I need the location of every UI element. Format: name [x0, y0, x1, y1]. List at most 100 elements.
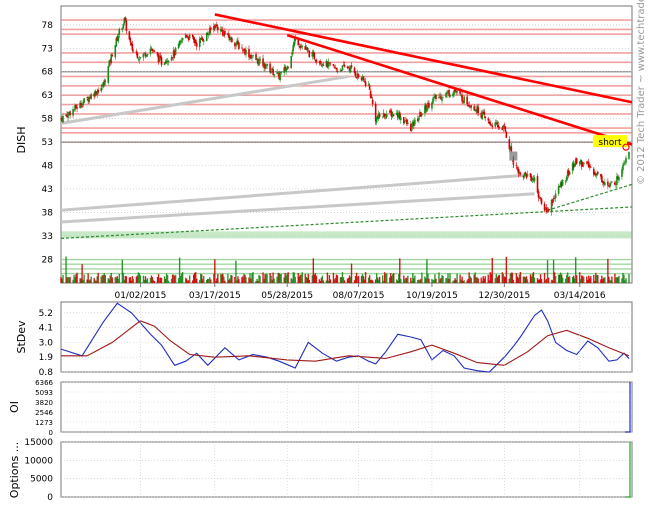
candle-body — [522, 175, 525, 178]
volume-bar — [294, 276, 296, 283]
volume-bar — [537, 279, 540, 283]
volume-bar — [452, 280, 454, 283]
candle-body — [403, 117, 405, 124]
candle-body — [215, 24, 217, 27]
volume-bar — [135, 276, 138, 283]
candle-body — [67, 112, 69, 118]
volume-bar — [158, 278, 161, 283]
candle-body — [383, 113, 386, 117]
candle-body — [107, 66, 110, 83]
candle-body — [433, 96, 435, 98]
candle-body — [273, 74, 275, 76]
volume-bar — [538, 279, 541, 283]
candle-body — [185, 35, 188, 37]
candle-body — [101, 84, 104, 87]
oi-plot-area — [60, 381, 633, 433]
volume-bar — [618, 275, 620, 283]
candle-body — [362, 76, 365, 81]
candle-body — [187, 36, 190, 40]
volume-bar — [432, 280, 434, 283]
volume-bar — [347, 278, 350, 283]
candle-body — [160, 57, 163, 65]
volume-bar — [435, 278, 437, 283]
volume-bar — [504, 277, 507, 283]
volume-bar — [342, 277, 345, 283]
volume-bar — [438, 272, 440, 283]
candle-body — [114, 45, 117, 58]
candle-body — [306, 47, 309, 50]
candle-body — [266, 63, 268, 67]
candle-body — [68, 112, 70, 114]
volume-bar — [400, 278, 402, 283]
volume-bar — [376, 277, 379, 283]
candle-body — [432, 98, 434, 104]
volume-bar — [508, 278, 511, 283]
candle-body — [249, 55, 251, 59]
candle-body — [488, 121, 491, 124]
trendline-gray — [60, 173, 528, 212]
volume-bar — [547, 277, 550, 283]
volume-bar — [523, 276, 526, 283]
volume-bar — [617, 277, 619, 283]
volume-bar — [201, 274, 203, 283]
volume-bar — [299, 275, 301, 283]
volume-bar — [265, 273, 267, 283]
candle-body — [142, 53, 145, 58]
price-y-tick: 38 — [42, 209, 54, 219]
volume-bar — [371, 280, 374, 283]
volume-bar — [594, 280, 596, 283]
volume-bar — [497, 275, 499, 283]
candle-body — [531, 178, 534, 180]
candle-body — [174, 47, 177, 55]
volume-bar — [165, 273, 168, 283]
candle-body — [592, 168, 595, 175]
candle-body — [208, 27, 211, 36]
volume-bar — [199, 280, 201, 283]
trendline-gray — [60, 74, 349, 125]
volume-bar — [306, 277, 308, 283]
volume-bar — [136, 275, 139, 283]
volume-bar — [602, 279, 604, 283]
candle-body — [413, 121, 415, 126]
volume-bar — [566, 272, 569, 283]
price-y-tick: 68 — [42, 68, 54, 78]
options-plot-area — [60, 441, 633, 498]
candle-body — [603, 181, 605, 184]
price-y-tick: 63 — [42, 91, 53, 101]
volume-bar — [377, 279, 380, 283]
candle-body — [360, 77, 363, 81]
volume-bar — [529, 274, 532, 283]
short-callout-bg — [592, 135, 627, 148]
candle-body — [66, 114, 68, 118]
watermark: © 2012 Tech Trader ~ www.techtrader.ai — [636, 0, 647, 185]
volume-bar — [179, 275, 182, 283]
volume-bar — [312, 258, 315, 283]
candle-body — [116, 37, 119, 41]
volume-bar — [530, 276, 533, 283]
candle-body — [565, 176, 568, 181]
candle-body — [221, 29, 223, 31]
volume-bar — [482, 276, 484, 283]
volume-bar — [111, 277, 113, 283]
candle-body — [483, 111, 486, 116]
candle-body — [235, 43, 237, 46]
candle-body — [440, 96, 442, 100]
volume-bar — [66, 277, 68, 283]
volume-bar — [560, 274, 563, 283]
volume-bar — [313, 274, 316, 283]
candle-body — [258, 60, 260, 66]
candle-body — [445, 93, 447, 98]
candle-body — [578, 162, 581, 164]
volume-bar — [431, 278, 433, 283]
candle-body — [95, 91, 97, 95]
volume-bar — [284, 272, 286, 283]
volume-bar — [277, 272, 279, 283]
price-y-label: DISH — [15, 127, 28, 154]
volume-bar — [600, 279, 602, 283]
volume-bar — [166, 275, 169, 283]
candle-body — [610, 182, 612, 184]
volume-bar — [214, 259, 216, 283]
volume-bar — [510, 272, 513, 283]
volume-bar — [622, 272, 624, 283]
candle-body — [270, 71, 272, 74]
